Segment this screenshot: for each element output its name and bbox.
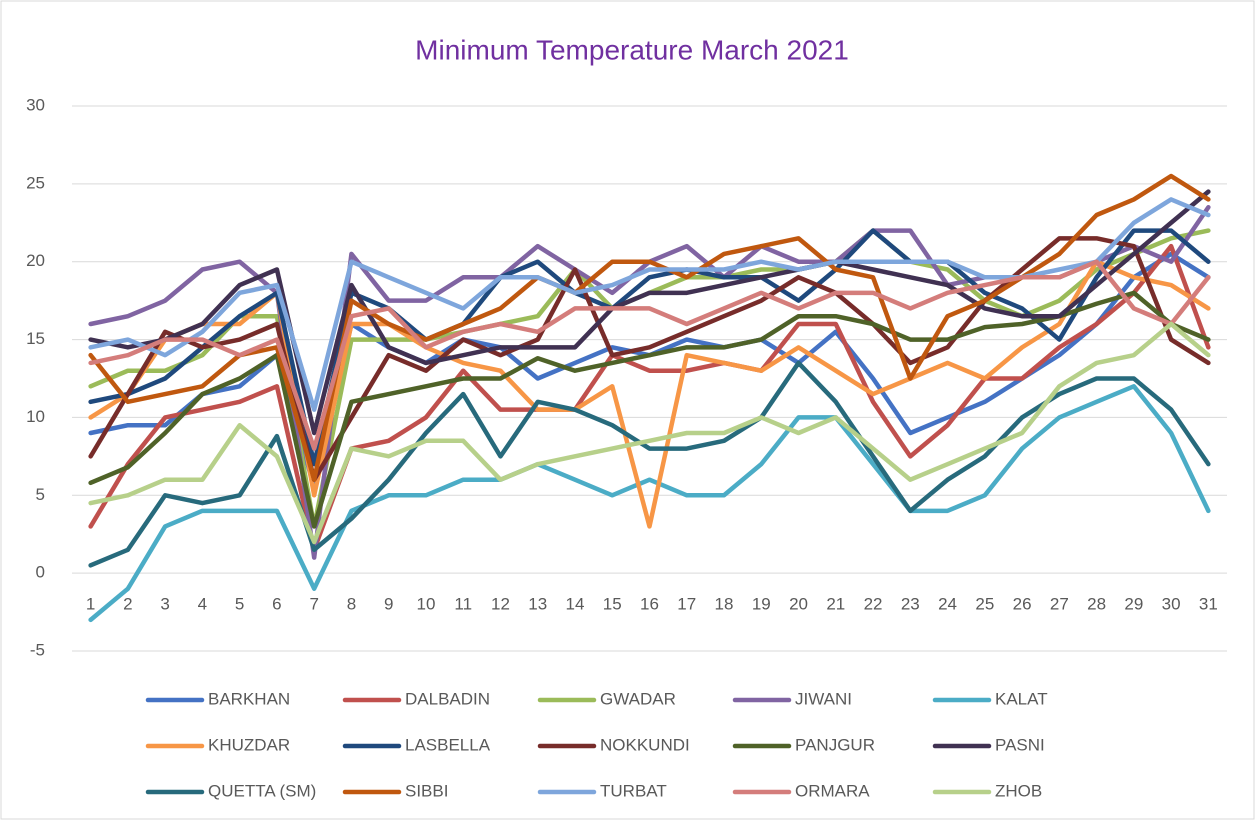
legend-label: GWADAR — [600, 689, 676, 708]
legend: BARKHAN DALBADIN GWADAR JIWANI KALAT KHUZDAR L… — [145, 689, 1048, 800]
y-tick-label: 15 — [26, 329, 45, 348]
legend-label: JIWANI — [795, 689, 852, 708]
series-line — [88, 243, 1211, 553]
y-tick-label: 10 — [26, 407, 45, 426]
series-line — [88, 189, 1211, 436]
x-tick-label: 5 — [235, 595, 244, 614]
x-tick-label: 12 — [491, 595, 510, 614]
x-tick-label: 22 — [864, 595, 883, 614]
x-tick-label: 29 — [1124, 595, 1143, 614]
series-line — [88, 360, 1211, 568]
x-tick-label: 20 — [789, 595, 808, 614]
chart-title: Minimum Temperature March 2021 — [415, 34, 849, 65]
x-tick-label: 26 — [1013, 595, 1032, 614]
legend-label: ORMARA — [795, 781, 870, 800]
series-line — [88, 259, 1211, 451]
y-tick-label: 5 — [36, 485, 45, 504]
x-tick-label: 28 — [1087, 595, 1106, 614]
series-line — [88, 236, 1211, 482]
x-tick-label: 24 — [938, 595, 957, 614]
x-tick-label: 8 — [347, 595, 356, 614]
x-tick-label: 4 — [198, 595, 207, 614]
x-tick-label: 1 — [86, 595, 95, 614]
x-tick-label: 31 — [1199, 595, 1218, 614]
x-tick-label: 13 — [528, 595, 547, 614]
x-tick-label: 17 — [677, 595, 696, 614]
x-tick-label: 25 — [975, 595, 994, 614]
y-tick-label: 25 — [26, 173, 45, 192]
x-tick-label: 10 — [416, 595, 435, 614]
legend-label: LASBELLA — [405, 735, 491, 754]
series-line — [88, 321, 1211, 545]
y-tick-label: 30 — [26, 95, 45, 114]
x-tick-label: 11 — [454, 595, 472, 614]
legend-label: SIBBI — [405, 781, 448, 800]
x-tick-label: 7 — [309, 595, 318, 614]
x-tick-label: 27 — [1050, 595, 1069, 614]
x-tick-label: 18 — [715, 595, 734, 614]
x-tick-label: 6 — [272, 595, 281, 614]
x-tick-label: 9 — [384, 595, 393, 614]
x-tick-label: 3 — [160, 595, 169, 614]
legend-label: TURBAT — [600, 781, 667, 800]
legend-label: PASNI — [995, 735, 1045, 754]
y-tick-label: -5 — [30, 640, 45, 659]
y-tick-label: 0 — [36, 563, 45, 582]
x-tick-label: 21 — [826, 595, 845, 614]
legend-label: NOKKUNDI — [600, 735, 690, 754]
x-tick-label: 23 — [901, 595, 920, 614]
legend-label: ZHOB — [995, 781, 1042, 800]
x-tick-label: 19 — [752, 595, 771, 614]
legend-label: DALBADIN — [405, 689, 490, 708]
series-line — [88, 384, 1211, 623]
x-tick-label: 15 — [603, 595, 622, 614]
legend-label: PANJGUR — [795, 735, 875, 754]
lines — [88, 173, 1211, 623]
legend-label: KHUZDAR — [208, 735, 290, 754]
y-tick-label: 20 — [26, 251, 45, 270]
legend-label: BARKHAN — [208, 689, 290, 708]
x-tick-label: 14 — [566, 595, 585, 614]
legend-label: KALAT — [995, 689, 1048, 708]
x-tick-label: 16 — [640, 595, 659, 614]
x-tick-label: 2 — [123, 595, 132, 614]
x-tick-label: 30 — [1162, 595, 1181, 614]
legend-label: QUETTA (SM) — [208, 781, 316, 800]
